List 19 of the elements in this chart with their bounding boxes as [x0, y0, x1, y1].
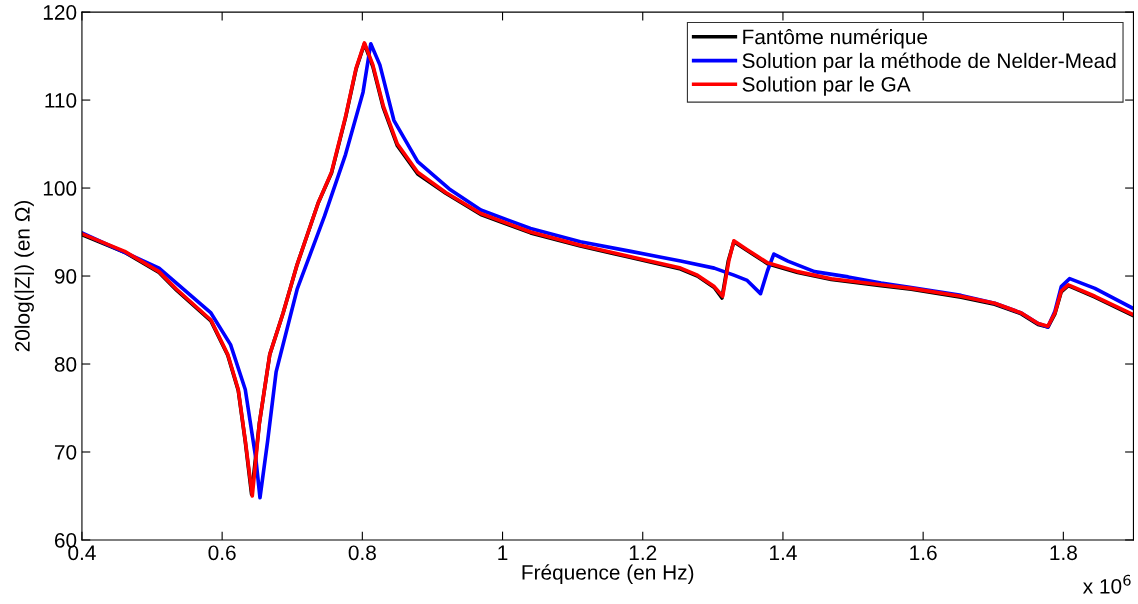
y-axis-title: 20log(|Z|) (en Ω): [14, 201, 34, 352]
y-tick-label: 110: [45, 93, 77, 108]
legend-label: Solution par le GA: [742, 76, 911, 96]
x-tick-label: 1.2: [629, 545, 657, 560]
x-tick-label: 0.6: [208, 545, 236, 561]
x-tick-label: 1.8: [1050, 545, 1077, 561]
x-tick-label: 1.6: [910, 545, 937, 561]
y-tick-label: 80: [54, 357, 77, 372]
legend-label: Fantôme numérique: [743, 28, 928, 49]
x-tick-label: 1: [498, 545, 508, 560]
y-tick-label: 70: [54, 444, 77, 460]
y-tick-label: 120: [43, 5, 77, 20]
y-tick-label: 90: [54, 269, 77, 284]
y-tick-label: 100: [43, 181, 77, 196]
legend-label: Solution par la méthode de Nelder-Mead: [742, 52, 1116, 73]
x-tick-label: 0.8: [348, 545, 376, 561]
x-tick-label: 1.4: [770, 545, 797, 560]
text: x 10$^{6}$: [1082, 574, 1131, 594]
x-axis-title: Fréquence (en Hz): [522, 564, 694, 584]
